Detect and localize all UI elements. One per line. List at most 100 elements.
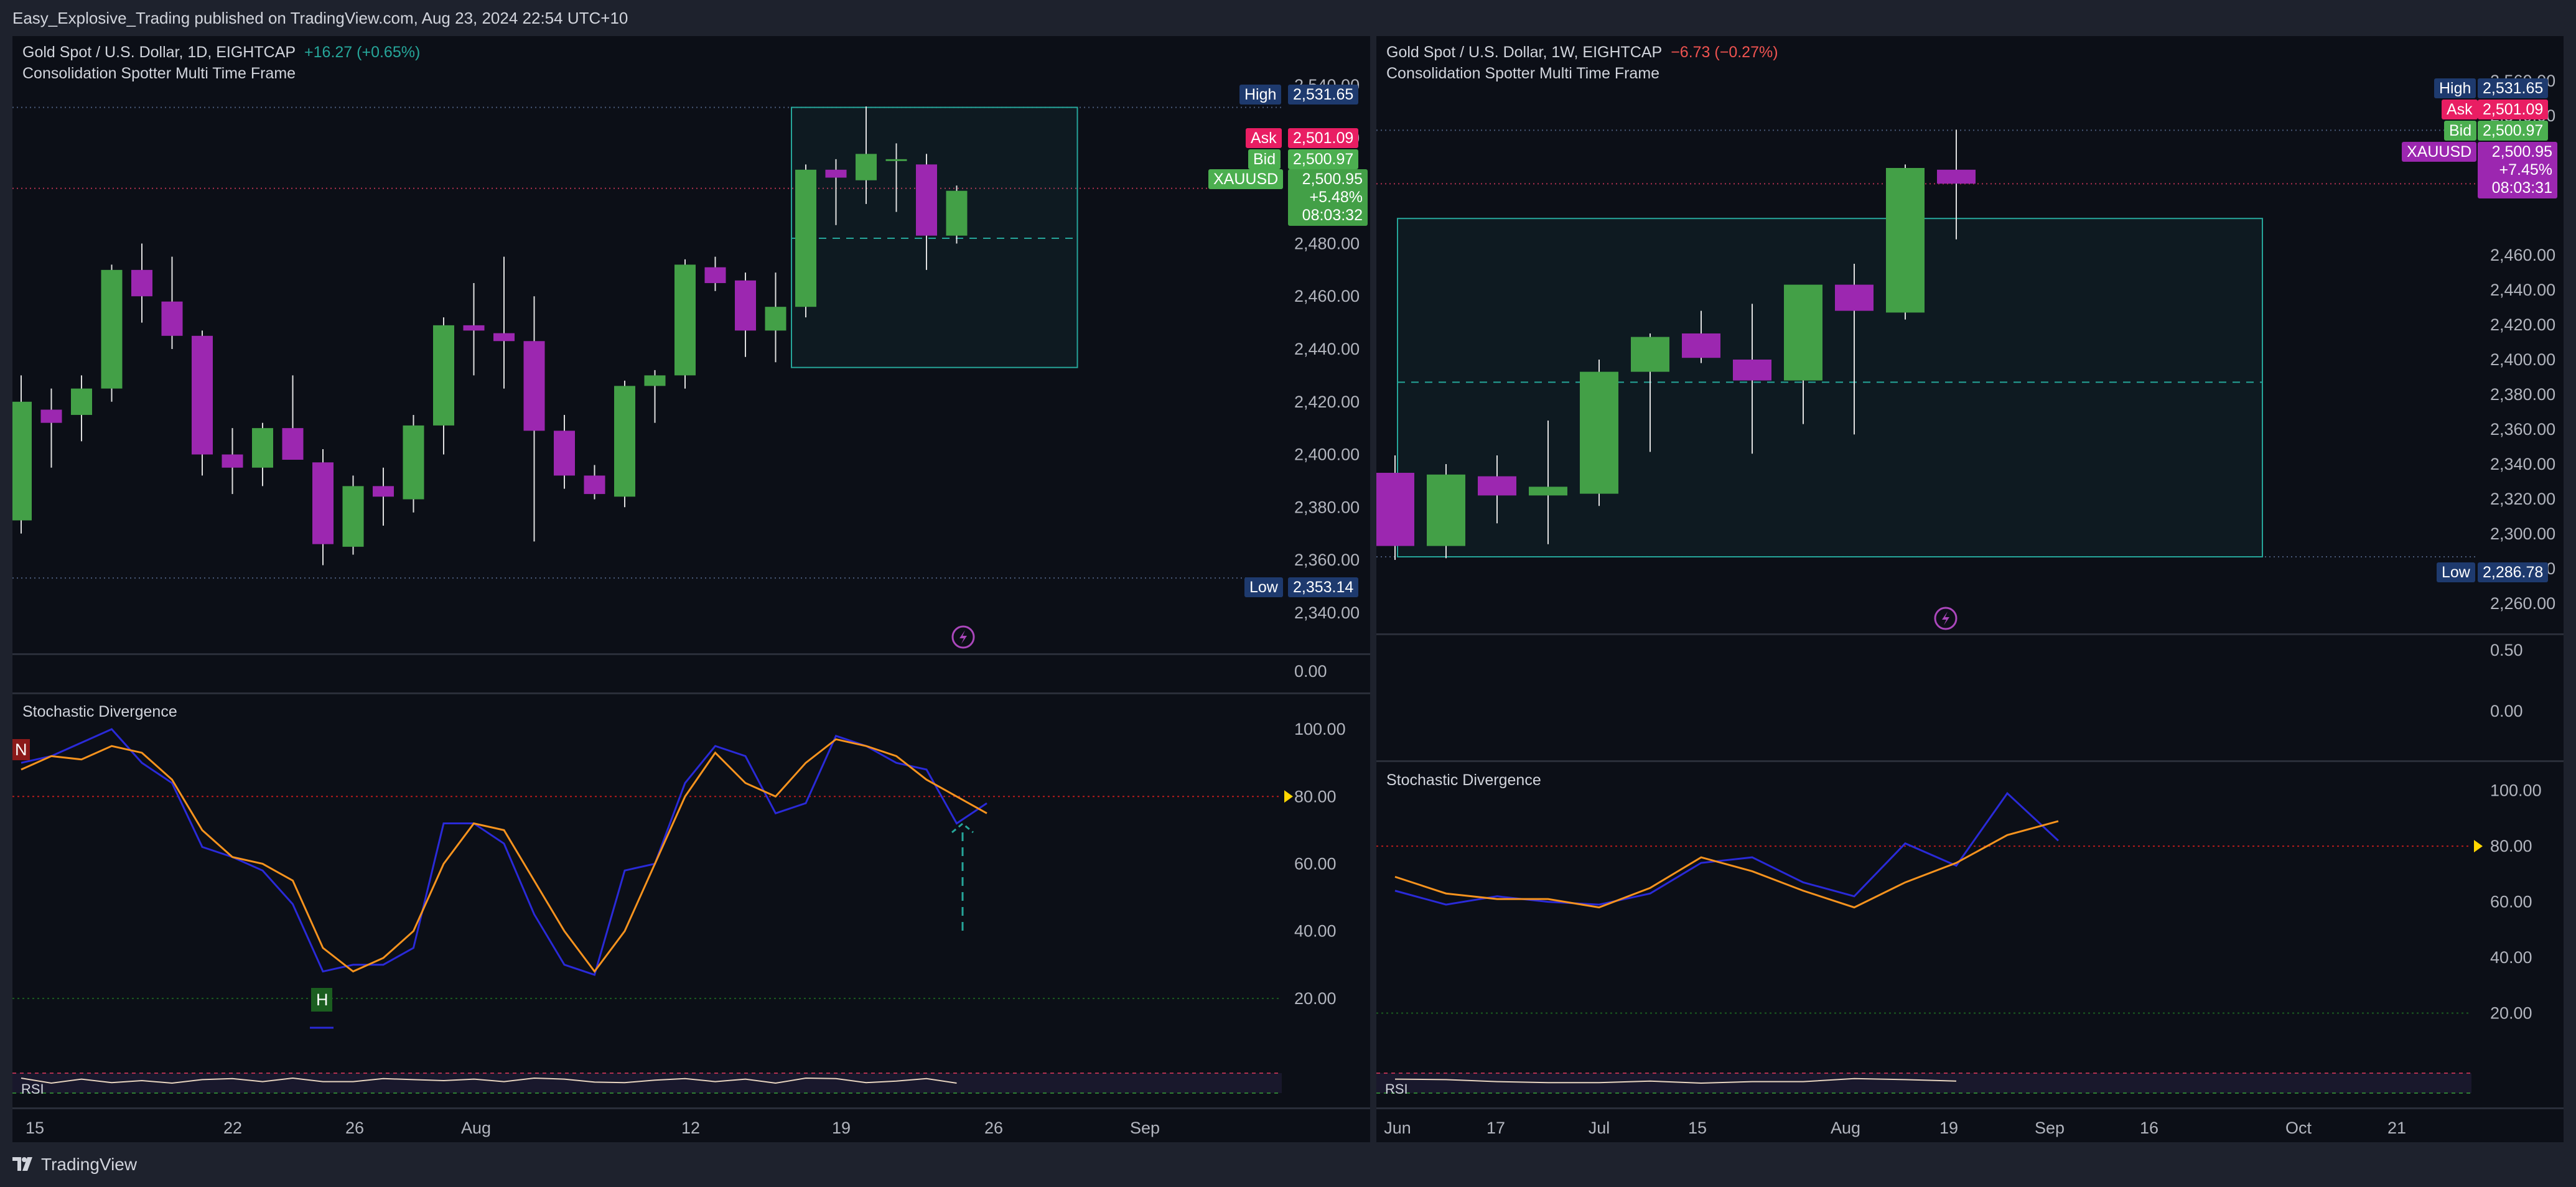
time-axis-separator [1376, 1107, 2564, 1109]
candle-bull [1427, 474, 1465, 546]
rsi-line [1394, 1078, 1957, 1084]
candle-bear [1937, 169, 1976, 184]
chart-panel-weekly[interactable]: 2,560.002,540.002,460.002,440.002,420.00… [1376, 36, 2564, 1142]
symbol-tag: XAUUSD [2402, 142, 2477, 162]
low-value-tag: 2,353.14 [1288, 577, 1359, 597]
lightning-bolt-icon [959, 630, 967, 644]
candle-bull [71, 388, 92, 415]
stoch-indicator-name[interactable]: Stochastic Divergence [22, 703, 177, 720]
stoch-axis-label: 60.00 [2490, 893, 2532, 911]
publish-header: Easy_Explosive_Trading published on Trad… [0, 0, 2576, 36]
candle-bear [312, 462, 334, 544]
symbol-title: Gold Spot / U.S. Dollar, 1W, EIGHTCAP [1386, 44, 1663, 61]
overbought-marker-icon [1284, 790, 1293, 803]
price-axis-label: 2,420.00 [1294, 393, 1360, 411]
candle-bull [12, 401, 32, 521]
rsi-indicator-name[interactable]: RSI [21, 1081, 44, 1097]
last-price: 2,500.95 [2491, 143, 2552, 161]
footer-brand[interactable]: TradingView [41, 1155, 138, 1174]
stoch-axis-label: 40.00 [2490, 948, 2532, 967]
candle-bear [704, 267, 726, 284]
candle-bull [1886, 168, 1925, 313]
stoch-axis-label: 80.00 [1294, 787, 1337, 806]
candle-bear [1733, 360, 1771, 381]
time-axis-label: 26 [345, 1119, 364, 1137]
symbol-legend[interactable]: Gold Spot / U.S. Dollar, 1D, EIGHTCAP +16… [22, 44, 420, 62]
chart-panel-daily[interactable]: NH 2,540.002,520.002,480.002,460.002,440… [12, 36, 1370, 1142]
rsi-band [1376, 1073, 2471, 1093]
divergence-marker-n-label: N [15, 740, 27, 759]
candle-bear [735, 280, 756, 331]
high-value-tag: 2,531.65 [2478, 78, 2549, 98]
bid-value-tag: 2,500.97 [2478, 121, 2549, 141]
candle-bear [584, 475, 605, 495]
candle-bear [282, 428, 304, 460]
stoch-d-line [1394, 820, 2059, 909]
price-change: −6.73 (−0.27%) [1671, 44, 1778, 61]
daily-chart-canvas[interactable]: NH 2,540.002,520.002,480.002,460.002,440… [12, 36, 1370, 1142]
symbol-legend[interactable]: Gold Spot / U.S. Dollar, 1W, EIGHTCAP −6.… [1386, 44, 1778, 62]
consolidation-box [791, 106, 1078, 368]
stoch-axis-label: 20.00 [2490, 1004, 2532, 1023]
rsi-line [21, 1077, 957, 1084]
candle-bull [674, 264, 696, 376]
high-label-tag: High [1239, 85, 1282, 105]
overbought-marker-icon [2474, 840, 2483, 853]
ask-value-tag: 2,501.09 [2478, 100, 2549, 119]
candle-bull [101, 269, 123, 389]
candle-bull [252, 428, 273, 468]
price-axis-label: 2,320.00 [2490, 490, 2555, 508]
price-axis-label: 2,460.00 [1294, 287, 1360, 305]
last-price-pct: +7.45% [2499, 161, 2553, 179]
time-axis-label: Aug [461, 1119, 491, 1137]
tradingview-logo-icon[interactable] [12, 1155, 35, 1173]
ask-label-tag: Ask [1246, 128, 1282, 148]
price-axis-label: 2,360.00 [1294, 551, 1360, 569]
stoch-k-line [1394, 791, 2060, 906]
time-axis-label: 16 [2140, 1119, 2158, 1137]
last-price-pct: +5.48% [1309, 189, 1363, 206]
time-axis-label: 17 [1486, 1119, 1505, 1137]
price-axis-label: 2,340.00 [1294, 603, 1360, 622]
candle-bear [192, 335, 213, 455]
weekly-chart-canvas[interactable]: 2,560.002,540.002,460.002,440.002,420.00… [1376, 36, 2564, 1142]
candle-bull [946, 190, 968, 236]
indicator-name[interactable]: Consolidation Spotter Multi Time Frame [1386, 65, 1660, 82]
candle-bull [403, 425, 424, 500]
price-change: +16.27 (+0.65%) [304, 44, 421, 61]
pane-separator [1376, 760, 2564, 762]
candle-bull [1529, 486, 1567, 496]
low-label-tag: Low [1244, 577, 1283, 597]
candle-bear [40, 409, 62, 423]
time-axis-label: Sep [2035, 1119, 2065, 1137]
candle-bear [373, 486, 394, 497]
price-axis-label: 2,400.00 [1294, 445, 1360, 464]
stoch-axis-label: 20.00 [1294, 989, 1337, 1008]
osc-axis-label: 0.50 [2490, 641, 2523, 659]
stoch-indicator-name[interactable]: Stochastic Divergence [1386, 771, 1541, 789]
candle-bear [131, 269, 152, 297]
price-axis-label: 2,400.00 [2490, 350, 2555, 369]
indicator-name[interactable]: Consolidation Spotter Multi Time Frame [22, 65, 296, 82]
time-axis-label: 12 [681, 1119, 700, 1137]
price-axis-label: 2,480.00 [1294, 234, 1360, 253]
consolidation-box [1397, 218, 2263, 558]
time-axis-label: Oct [2285, 1119, 2312, 1137]
candle-bull [342, 486, 364, 547]
price-axis-label: 2,440.00 [2490, 281, 2555, 299]
rsi-indicator-name[interactable]: RSI [1385, 1081, 1408, 1097]
candle-bull [795, 169, 816, 307]
time-axis-separator [12, 1107, 1370, 1109]
symbol-title: Gold Spot / U.S. Dollar, 1D, EIGHTCAP [22, 44, 296, 61]
osc-axis-label: 0.00 [1294, 662, 1327, 681]
candle-bull [765, 307, 786, 331]
candle-bear [825, 169, 847, 178]
ask-label-tag: Ask [2442, 100, 2478, 119]
ask-value-tag: 2,501.09 [1288, 128, 1359, 148]
bid-value-tag: 2,500.97 [1288, 149, 1359, 169]
candle-bull [433, 325, 454, 426]
divergence-marker-h-label: H [316, 990, 329, 1009]
divergence-marker-h [311, 988, 332, 1012]
last-price-tag: 2,500.95 +7.45% 08:03:31 [2478, 142, 2557, 198]
candle-bull [1784, 284, 1822, 381]
